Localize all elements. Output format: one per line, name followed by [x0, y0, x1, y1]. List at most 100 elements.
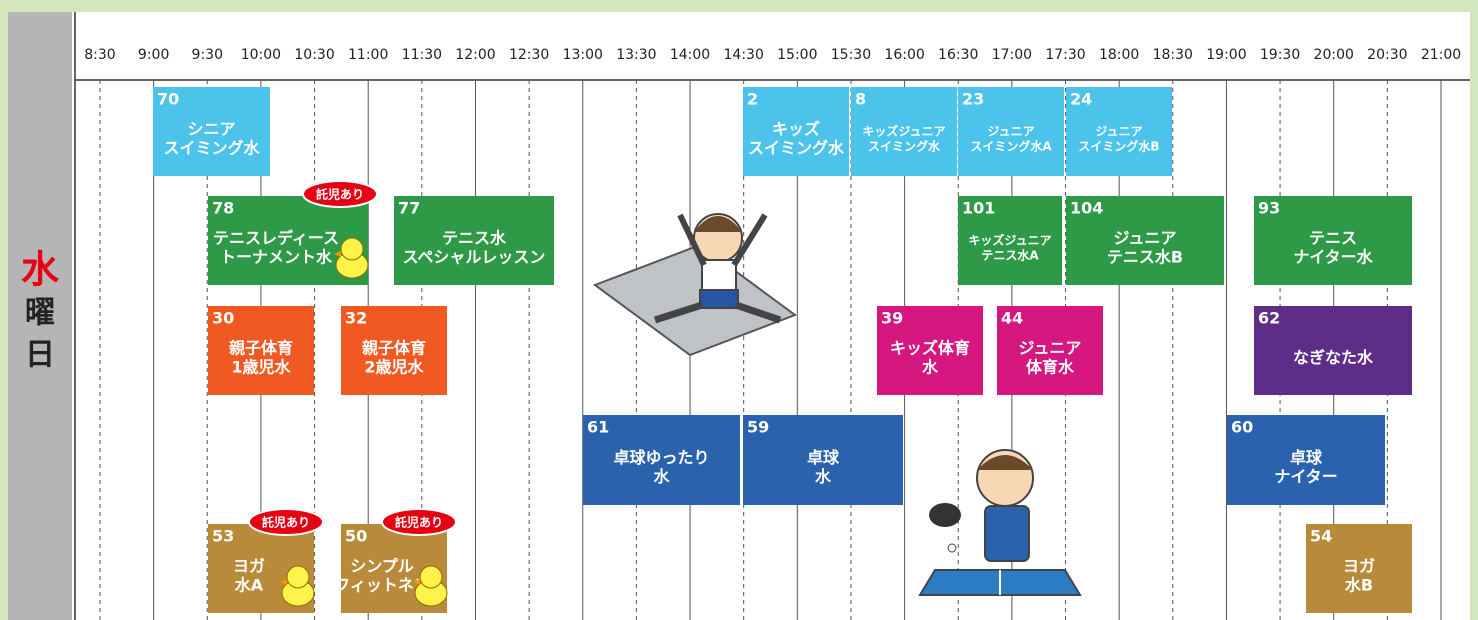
class-number: 54 [1310, 527, 1332, 546]
class-name: キッズジュニア [968, 233, 1051, 248]
class-name: ナイター [1274, 467, 1337, 486]
class-box [208, 306, 314, 395]
time-label: 19:00 [1206, 47, 1246, 63]
class-name: スイミング水 [868, 139, 941, 154]
class-name: トーナメント水 [220, 248, 333, 267]
time-label: 20:30 [1367, 47, 1407, 63]
time-label: 15:30 [831, 47, 871, 63]
class-name: テニス水A [981, 248, 1039, 263]
time-label: 12:00 [455, 47, 495, 63]
class-box [1227, 415, 1385, 505]
time-label: 11:00 [348, 47, 388, 63]
mat-illustration [592, 213, 798, 357]
time-label: 19:30 [1260, 47, 1300, 63]
class-box [743, 87, 849, 176]
class-box [394, 196, 554, 285]
class-name: 親子体育 [362, 339, 426, 358]
class-number: 77 [398, 199, 420, 218]
class-name: 親子体育 [229, 339, 293, 358]
class-name: 水 [922, 358, 939, 377]
class-number: 32 [345, 309, 367, 328]
class-name: テニスレディース [213, 229, 339, 248]
class-name: スイミング水 [163, 139, 260, 158]
chick-beak [413, 579, 420, 585]
chick-head [340, 237, 364, 261]
badge-label: 託児あり [262, 515, 310, 530]
time-label: 14:30 [724, 47, 764, 63]
class-number: 101 [962, 199, 995, 218]
class-box [153, 87, 270, 176]
class-name: 水 [815, 467, 832, 486]
class-number: 61 [587, 418, 609, 437]
class-name: ジュニア [1019, 339, 1082, 358]
day-label: 水曜日 [21, 248, 60, 373]
class-name: 水B [1345, 576, 1373, 595]
chick-head [419, 565, 443, 589]
day-column [8, 12, 72, 620]
time-label: 16:00 [884, 47, 924, 63]
class-name: ジュニア [987, 125, 1034, 139]
class-box [958, 87, 1064, 176]
class-box [1254, 306, 1412, 395]
class-name: 1歳児水 [231, 358, 291, 377]
day-char: 水 [21, 248, 60, 292]
class-number: 8 [855, 90, 866, 109]
class-name: ナイター水 [1293, 248, 1373, 267]
class-number: 50 [345, 527, 367, 546]
chick-beak [334, 251, 341, 257]
class-box [1306, 524, 1412, 613]
class-name: 水A [235, 576, 264, 595]
time-label: 13:30 [616, 47, 656, 63]
class-number: 93 [1258, 199, 1280, 218]
class-name: フィットネス [334, 576, 430, 595]
time-label: 17:00 [992, 47, 1032, 63]
time-label: 18:00 [1099, 47, 1139, 63]
class-name: キッズ [772, 120, 820, 139]
class-name: テニス水B [1107, 248, 1183, 267]
table-tennis-illustration [918, 449, 1082, 596]
class-number: 30 [212, 309, 234, 328]
class-name: ジュニア [1095, 125, 1142, 139]
day-char: 日 [25, 338, 55, 373]
class-name: なぎなた水 [1293, 348, 1374, 367]
class-number: 104 [1070, 199, 1103, 218]
class-name: 体育水 [1026, 358, 1075, 377]
class-number: 23 [962, 90, 984, 109]
class-name: キッズジュニア [862, 124, 945, 139]
class-box [997, 306, 1103, 395]
class-name: 2歳児水 [364, 358, 424, 377]
class-box [958, 196, 1062, 285]
class-name: 卓球ゆったり [613, 448, 709, 467]
class-number: 24 [1070, 90, 1092, 109]
chick-beak [280, 579, 287, 585]
class-box [1066, 196, 1224, 285]
class-box [583, 415, 740, 505]
time-label: 21:00 [1421, 47, 1461, 63]
time-label: 12:30 [509, 47, 549, 63]
class-name: ヨガ [233, 557, 265, 576]
class-number: 59 [747, 418, 769, 437]
time-label: 20:00 [1314, 47, 1354, 63]
class-name: スペシャルレッスン [403, 248, 546, 267]
class-number: 70 [157, 90, 179, 109]
class-name: スイミング水B [1078, 139, 1159, 154]
class-box [341, 306, 447, 395]
time-label: 9:30 [192, 47, 223, 63]
class-name: 卓球 [807, 448, 840, 467]
time-label: 11:30 [402, 47, 442, 63]
class-name: キッズ体育 [890, 339, 970, 358]
badge [302, 180, 378, 208]
class-name: スイミング水A [970, 139, 1052, 154]
class-number: 53 [212, 527, 234, 546]
class-number: 78 [212, 199, 234, 218]
class-number: 44 [1001, 309, 1023, 328]
class-name: スイミング水 [748, 139, 845, 158]
class-number: 62 [1258, 309, 1280, 328]
illustrations [592, 213, 1082, 596]
chick-head [286, 565, 310, 589]
time-label: 15:00 [777, 47, 817, 63]
class-number: 2 [747, 90, 758, 109]
time-label: 10:00 [241, 47, 281, 63]
day-char: 曜 [25, 296, 55, 331]
